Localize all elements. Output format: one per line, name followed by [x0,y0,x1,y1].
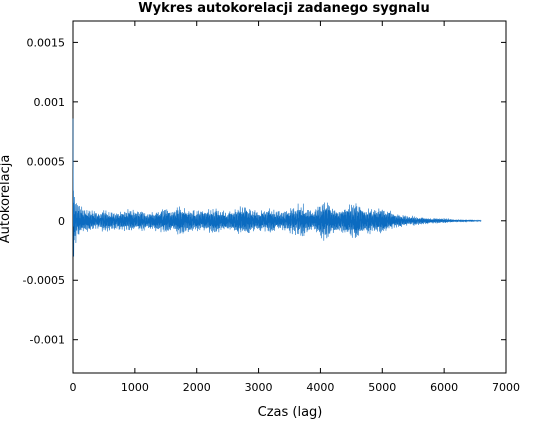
x-tick-label: 2000 [183,381,211,394]
chart-title: Wykres autokorelacji zadanego sygnalu [138,1,429,16]
y-tick-label: 0.0005 [27,155,66,168]
x-tick-label: 7000 [492,381,520,394]
autocorrelation-series-line [72,118,482,257]
y-tick-label: -0.001 [30,334,65,347]
x-tick-label: 4000 [306,381,334,394]
y-tick-label: 0.001 [34,96,66,109]
y-tick-label: 0 [58,215,65,228]
x-axis-label: Czas (lag) [258,405,323,420]
x-tick-label: 3000 [245,381,273,394]
x-tick-label: 5000 [368,381,396,394]
y-tick-label: -0.0005 [23,274,65,287]
y-axis: 0.0015 0.001 0.0005 0 -0.0005 -0.001 [23,36,506,347]
y-axis-label: Autokorelacja [0,155,13,244]
x-tick-label: 0 [70,381,77,394]
y-tick-label: 0.0015 [27,36,66,49]
x-tick-label: 6000 [430,381,458,394]
series-layer [72,118,482,257]
x-tick-label: 1000 [121,381,149,394]
x-axis: 0 1000 2000 3000 4000 5000 6000 7000 [70,21,520,394]
plot-frame [72,20,507,374]
